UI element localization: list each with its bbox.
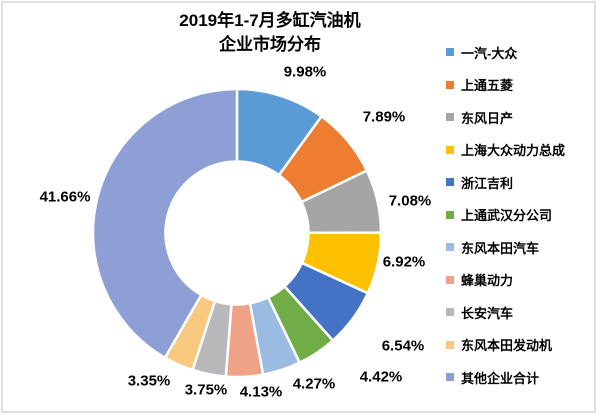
legend-label: 其他企业合计 <box>461 370 540 386</box>
chart-title: 2019年1-7月多缸汽油机 企业市场分布 <box>0 9 540 57</box>
slice-label-11: 41.66% <box>40 189 91 206</box>
legend-label: 东风日产 <box>461 110 514 126</box>
chart-title-line2: 企业市场分布 <box>219 35 321 54</box>
legend-item-2: 上通五菱 <box>446 69 565 102</box>
legend-item-7: 东风本田汽车 <box>446 231 565 264</box>
legend-swatch-icon <box>446 275 454 284</box>
slice-label-2: 7.89% <box>363 109 406 126</box>
legend-swatch-icon <box>446 340 454 349</box>
legend-label: 长安汽车 <box>461 305 514 321</box>
slice-label-9: 3.75% <box>185 382 228 399</box>
slice-label-5: 6.54% <box>382 338 425 355</box>
legend-swatch-icon <box>446 80 454 89</box>
legend-swatch-icon <box>446 243 454 252</box>
legend-swatch-icon <box>446 308 454 317</box>
legend-label: 浙江吉利 <box>461 175 514 191</box>
legend-swatch-icon <box>446 178 454 187</box>
legend-swatch-icon <box>446 373 454 382</box>
legend-label: 蜂巢动力 <box>461 273 514 289</box>
legend-item-3: 东风日产 <box>446 101 565 134</box>
slice-label-1: 9.98% <box>284 64 327 81</box>
legend-item-1: 一汽-大众 <box>446 36 565 69</box>
pie-slice-11 <box>91 87 239 359</box>
slice-label-8: 4.13% <box>240 384 283 401</box>
chart-title-line1: 2019年1-7月多缸汽油机 <box>179 11 361 30</box>
slice-label-10: 3.35% <box>128 373 171 390</box>
legend-swatch-icon <box>446 48 454 57</box>
legend-swatch-icon <box>446 113 454 122</box>
legend-swatch-icon <box>446 145 454 154</box>
legend-item-5: 浙江吉利 <box>446 166 565 199</box>
legend-label: 上通五菱 <box>461 78 514 94</box>
legend-label: 上海大众动力总成 <box>461 143 566 159</box>
legend-item-4: 上海大众动力总成 <box>446 134 565 167</box>
legend-label: 一汽-大众 <box>461 45 518 61</box>
legend-item-11: 其他企业合计 <box>446 361 565 394</box>
legend-item-8: 蜂巢动力 <box>446 264 565 297</box>
slice-label-4: 6.92% <box>383 254 426 271</box>
chart-legend: 一汽-大众上通五菱东风日产上海大众动力总成 浙江吉利上通武汉分公司 东风本田汽车 蜂巢… <box>446 36 565 394</box>
legend-label: 东风本田汽车 <box>461 240 540 256</box>
legend-label: 上通武汉分公司 <box>461 208 553 224</box>
legend-label: 东风本田发动机 <box>461 338 553 354</box>
legend-swatch-icon <box>446 210 454 219</box>
slice-label-3: 7.08% <box>389 193 432 210</box>
legend-item-10: 东风本田发动机 <box>446 329 565 362</box>
slice-label-7: 4.27% <box>293 376 336 393</box>
legend-item-9: 长安汽车 <box>446 296 565 329</box>
slice-label-6: 4.42% <box>360 369 403 386</box>
legend-item-6: 上通武汉分公司 <box>446 199 565 232</box>
